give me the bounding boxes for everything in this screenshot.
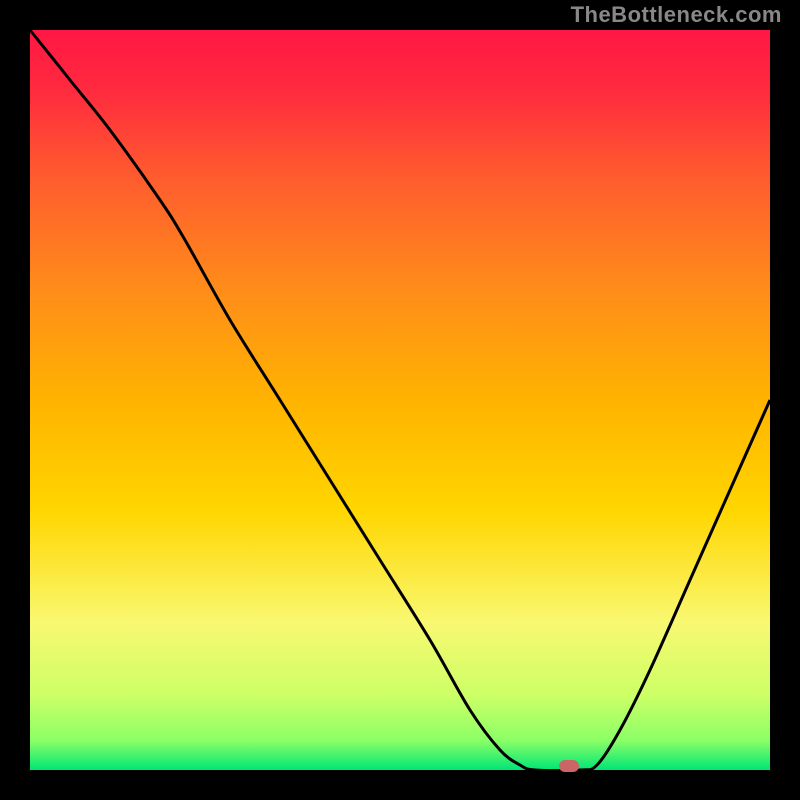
chart-svg xyxy=(0,0,800,800)
optimum-marker xyxy=(559,760,579,772)
watermark-text: TheBottleneck.com xyxy=(571,2,782,28)
plot-background xyxy=(30,30,770,770)
chart-container: TheBottleneck.com xyxy=(0,0,800,800)
